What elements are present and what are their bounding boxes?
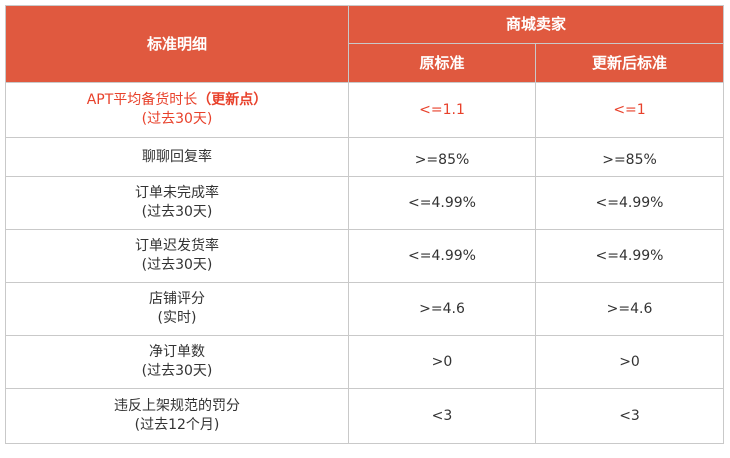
metric-cell: 违反上架规范的罚分 (过去12个月) — [5, 388, 349, 444]
metric-period: (过去12个月) — [134, 417, 220, 433]
original-value: >=85% — [348, 137, 536, 177]
metric-name: 订单未完成率 — [135, 185, 219, 201]
standards-table: 标准明细 商城卖家 原标准 更新后标准 APT平均备货时长（更新点） (过去30… — [5, 5, 725, 444]
header-detail: 标准明细 — [5, 5, 349, 83]
metric-period: (过去30天) — [141, 363, 213, 379]
original-value: <3 — [348, 388, 536, 444]
metric-cell: 聊聊回复率 — [5, 137, 349, 177]
table-row: 店铺评分 (实时) >=4.6 >=4.6 — [5, 282, 725, 336]
metric-name: 违反上架规范的罚分 — [114, 398, 240, 414]
update-marker: （更新点） — [197, 92, 268, 108]
updated-value: >0 — [534, 335, 725, 389]
original-value: <=1.1 — [348, 82, 536, 138]
original-value: >0 — [348, 335, 536, 389]
metric-period: (实时) — [157, 310, 197, 326]
table-row: 订单迟发货率 (过去30天) <=4.99% <=4.99% — [5, 229, 725, 283]
header-original-standard: 原标准 — [348, 43, 536, 83]
table-row: APT平均备货时长（更新点） (过去30天) <=1.1 <=1 — [5, 82, 725, 138]
original-value: <=4.99% — [348, 176, 536, 230]
updated-value: <=4.99% — [534, 176, 725, 230]
metric-cell: 订单未完成率 (过去30天) — [5, 176, 349, 230]
metric-name: 聊聊回复率 — [142, 148, 212, 165]
metric-period: (过去30天) — [141, 204, 213, 220]
header-seller-group: 商城卖家 — [347, 5, 725, 44]
metric-cell: 净订单数 (过去30天) — [5, 335, 349, 389]
metric-name: 净订单数 — [149, 344, 205, 360]
metric-cell: 订单迟发货率 (过去30天) — [5, 229, 349, 283]
updated-value: <=4.99% — [534, 229, 725, 283]
updated-value: <=1 — [534, 82, 725, 138]
table-row: 违反上架规范的罚分 (过去12个月) <3 <3 — [5, 388, 725, 444]
header-updated-standard: 更新后标准 — [534, 43, 725, 83]
updated-value: <3 — [534, 388, 725, 444]
metric-cell: 店铺评分 (实时) — [5, 282, 349, 336]
metric-name: 订单迟发货率 — [135, 238, 219, 254]
table-row: 聊聊回复率 >=85% >=85% — [5, 137, 725, 177]
metric-cell: APT平均备货时长（更新点） (过去30天) — [5, 82, 349, 138]
original-value: >=4.6 — [348, 282, 536, 336]
metric-name: 店铺评分 — [149, 291, 205, 307]
table-row: 净订单数 (过去30天) >0 >0 — [5, 335, 725, 389]
metric-period: (过去30天) — [141, 257, 213, 273]
updated-value: >=4.6 — [534, 282, 725, 336]
metric-period: (过去30天) — [141, 111, 213, 127]
original-value: <=4.99% — [348, 229, 536, 283]
metric-name: APT平均备货时长 — [86, 92, 198, 108]
updated-value: >=85% — [534, 137, 725, 177]
table-row: 订单未完成率 (过去30天) <=4.99% <=4.99% — [5, 176, 725, 230]
